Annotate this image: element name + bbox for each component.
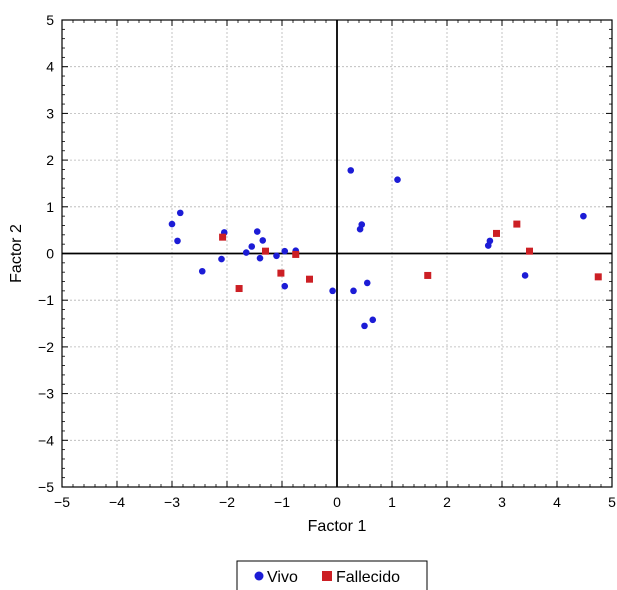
data-point-fallecido bbox=[262, 247, 269, 255]
x-tick-label: 4 bbox=[553, 494, 561, 510]
x-axis-title: Factor 1 bbox=[308, 518, 367, 535]
y-tick-label: 2 bbox=[46, 152, 54, 168]
y-axis-title: Factor 2 bbox=[8, 224, 25, 283]
data-point-vivo bbox=[259, 237, 267, 244]
data-point-vivo bbox=[198, 267, 206, 275]
data-point-vivo bbox=[361, 322, 368, 330]
legend: Vivo Fallecido bbox=[236, 560, 428, 590]
x-tick-label: −5 bbox=[54, 494, 70, 510]
y-tick-label: −1 bbox=[38, 292, 54, 308]
y-tick-label: −5 bbox=[38, 479, 54, 495]
y-tick-label: −3 bbox=[38, 386, 54, 402]
data-point-vivo bbox=[521, 272, 529, 279]
data-point-fallecido bbox=[594, 273, 602, 281]
data-point-vivo bbox=[347, 167, 355, 174]
y-tick-label: −2 bbox=[38, 339, 54, 355]
y-tick-labels: 5 4 3 2 1 0 −1 −2 −3 −4 −5 bbox=[38, 12, 54, 495]
tick-marks bbox=[61, 19, 613, 488]
data-points bbox=[168, 167, 602, 330]
x-tick-label: 2 bbox=[443, 494, 451, 510]
y-tick-label: −4 bbox=[38, 432, 54, 448]
data-point-vivo bbox=[256, 254, 264, 262]
x-tick-label: 5 bbox=[608, 494, 616, 510]
x-tick-labels: −5 −4 −3 −2 −1 0 1 2 3 4 5 bbox=[54, 494, 616, 510]
data-point-vivo bbox=[369, 316, 377, 324]
x-tick-label: −4 bbox=[109, 494, 125, 510]
y-tick-label: 4 bbox=[46, 59, 54, 75]
x-tick-label: 0 bbox=[333, 494, 341, 510]
zero-lines bbox=[62, 20, 612, 487]
legend-vivo-label: Vivo bbox=[267, 569, 298, 586]
y-tick-label: 0 bbox=[46, 246, 54, 262]
data-point-vivo bbox=[350, 287, 357, 295]
data-point-fallecido bbox=[235, 285, 243, 293]
data-point-fallecido bbox=[493, 229, 500, 237]
data-point-fallecido bbox=[526, 247, 533, 255]
data-point-vivo bbox=[329, 287, 336, 295]
x-tick-label: −1 bbox=[274, 494, 290, 510]
data-point-vivo bbox=[363, 279, 371, 287]
data-point-vivo bbox=[174, 237, 181, 245]
data-point-fallecido bbox=[306, 275, 313, 283]
y-tick-label: 5 bbox=[46, 12, 54, 28]
data-point-fallecido bbox=[513, 220, 521, 228]
data-point-vivo bbox=[281, 282, 289, 290]
data-point-vivo bbox=[176, 209, 184, 217]
data-point-fallecido bbox=[277, 269, 285, 277]
data-point-vivo bbox=[580, 212, 587, 220]
data-point-fallecido bbox=[424, 271, 432, 279]
x-tick-label: −2 bbox=[219, 494, 235, 510]
data-point-vivo bbox=[486, 237, 494, 245]
data-point-fallecido bbox=[219, 233, 227, 241]
legend-fallecido-marker bbox=[322, 571, 332, 581]
data-point-vivo bbox=[356, 225, 364, 233]
y-tick-label: 3 bbox=[46, 105, 54, 121]
data-point-vivo bbox=[248, 243, 256, 250]
data-point-vivo bbox=[281, 247, 289, 255]
legend-fallecido-label: Fallecido bbox=[336, 569, 400, 586]
data-point-vivo bbox=[218, 255, 225, 263]
data-point-fallecido bbox=[292, 250, 300, 258]
data-point-vivo bbox=[394, 176, 401, 184]
data-point-vivo bbox=[168, 220, 176, 228]
data-point-vivo bbox=[253, 228, 261, 235]
data-point-vivo bbox=[273, 252, 280, 260]
data-point-vivo bbox=[242, 249, 250, 256]
x-tick-label: 1 bbox=[388, 494, 396, 510]
x-tick-label: 3 bbox=[498, 494, 506, 510]
y-tick-label: 1 bbox=[46, 199, 54, 215]
x-tick-label: −3 bbox=[164, 494, 180, 510]
legend-vivo-marker bbox=[254, 571, 264, 581]
